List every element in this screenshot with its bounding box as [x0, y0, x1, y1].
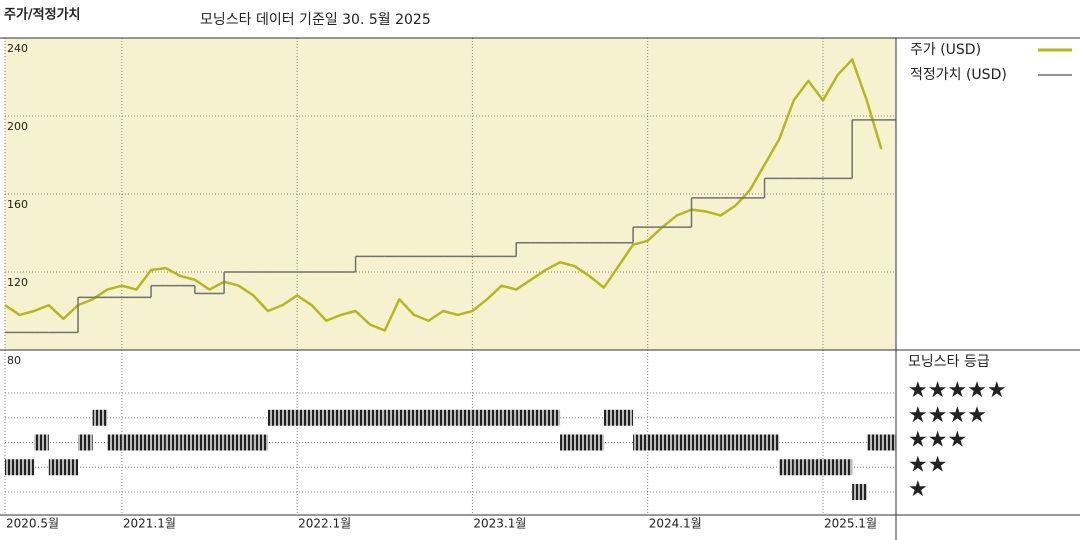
rating-strip	[487, 409, 502, 426]
legend-label: 적정가치 (USD)	[910, 67, 1007, 83]
rating-strip	[735, 434, 750, 451]
rating-strip	[399, 409, 414, 426]
rating-strip	[370, 409, 385, 426]
rating-strip	[837, 459, 853, 476]
rating-strip	[297, 409, 312, 426]
rating-strip	[209, 434, 225, 451]
rating-strip	[560, 434, 575, 451]
chart-subtitle: 모닝스타 데이터 기준일 30. 5월 2025	[200, 12, 431, 28]
y-tick-label: 160	[7, 198, 28, 211]
rating-level-label: ★	[908, 477, 928, 502]
rating-strip	[662, 434, 677, 451]
rating-strip	[413, 409, 429, 426]
rating-strip	[822, 459, 838, 476]
rating-strip	[282, 409, 298, 426]
rating-level-label: ★★	[908, 452, 947, 477]
rating-strip	[19, 459, 35, 476]
rating-strip	[691, 434, 707, 451]
rating-strip	[136, 434, 152, 451]
x-tick-label: 2021.1월	[123, 517, 176, 531]
rating-strip	[779, 459, 794, 476]
rating-strip	[253, 434, 268, 451]
rating-strip	[92, 409, 108, 426]
rating-strip	[720, 434, 736, 451]
rating-strip	[793, 459, 809, 476]
rating-strip	[647, 434, 663, 451]
rating-strip	[852, 484, 867, 500]
rating-strip	[48, 459, 64, 476]
frame	[0, 37, 1080, 540]
rating-strip	[618, 409, 634, 426]
y-tick-label: 120	[7, 276, 28, 289]
rating-strip	[516, 409, 531, 426]
rating-level-label: ★★★★	[908, 403, 987, 428]
y-tick-label: 80	[7, 354, 21, 367]
rating-strip	[589, 434, 604, 451]
rating-strip	[63, 459, 79, 476]
legend-label: 주가 (USD)	[910, 42, 981, 58]
rating-strip	[472, 409, 488, 426]
rating-strip	[180, 434, 195, 451]
rating-strip	[443, 409, 458, 426]
rating-strip	[428, 409, 444, 426]
rating-strip	[326, 409, 341, 426]
rating-strip	[764, 434, 780, 451]
y-tick-label: 240	[7, 42, 28, 55]
rating-strip	[808, 459, 823, 476]
rating-strip	[881, 434, 896, 451]
x-tick-label: 2020.5월	[6, 517, 59, 531]
rating-strip	[311, 409, 327, 426]
rating-strip	[267, 409, 283, 426]
rating-strip	[5, 459, 20, 476]
rating-level-label: ★★★★★	[908, 378, 1007, 403]
plot-background	[5, 38, 896, 350]
rating-strip	[194, 434, 210, 451]
chart-title: 주가/적정가치	[4, 7, 81, 23]
rating-strip	[78, 434, 93, 451]
rating-strip	[151, 434, 166, 451]
rating-strip	[530, 409, 546, 426]
rating-strip	[340, 409, 356, 426]
x-tick-label: 2022.1월	[298, 517, 351, 531]
rating-strip	[121, 434, 137, 451]
rating-strip	[107, 434, 122, 451]
rating-strip	[355, 409, 371, 426]
rating-strip	[749, 434, 765, 451]
rating-strip	[501, 409, 517, 426]
rating-strip	[633, 434, 648, 451]
rating-strip	[676, 434, 692, 451]
x-tick-label: 2023.1월	[473, 517, 526, 531]
rating-strip	[224, 434, 239, 451]
x-tick-label: 2024.1월	[649, 517, 702, 531]
rating-title: 모닝스타 등급	[908, 354, 990, 370]
rating-strip	[238, 434, 254, 451]
rating-strip	[34, 434, 49, 451]
price-line	[4, 58, 883, 332]
rating-strip	[384, 409, 400, 426]
rating-strip	[457, 409, 473, 426]
rating-strip	[545, 409, 561, 426]
x-tick-label: 2025.1월	[824, 517, 877, 531]
rating-strip	[603, 409, 619, 426]
rating-level-label: ★★★	[908, 428, 967, 453]
rating-strip	[574, 434, 590, 451]
rating-strip	[165, 434, 181, 451]
y-tick-label: 200	[7, 120, 28, 133]
rating-strip	[866, 434, 882, 451]
rating-strip	[706, 434, 721, 451]
